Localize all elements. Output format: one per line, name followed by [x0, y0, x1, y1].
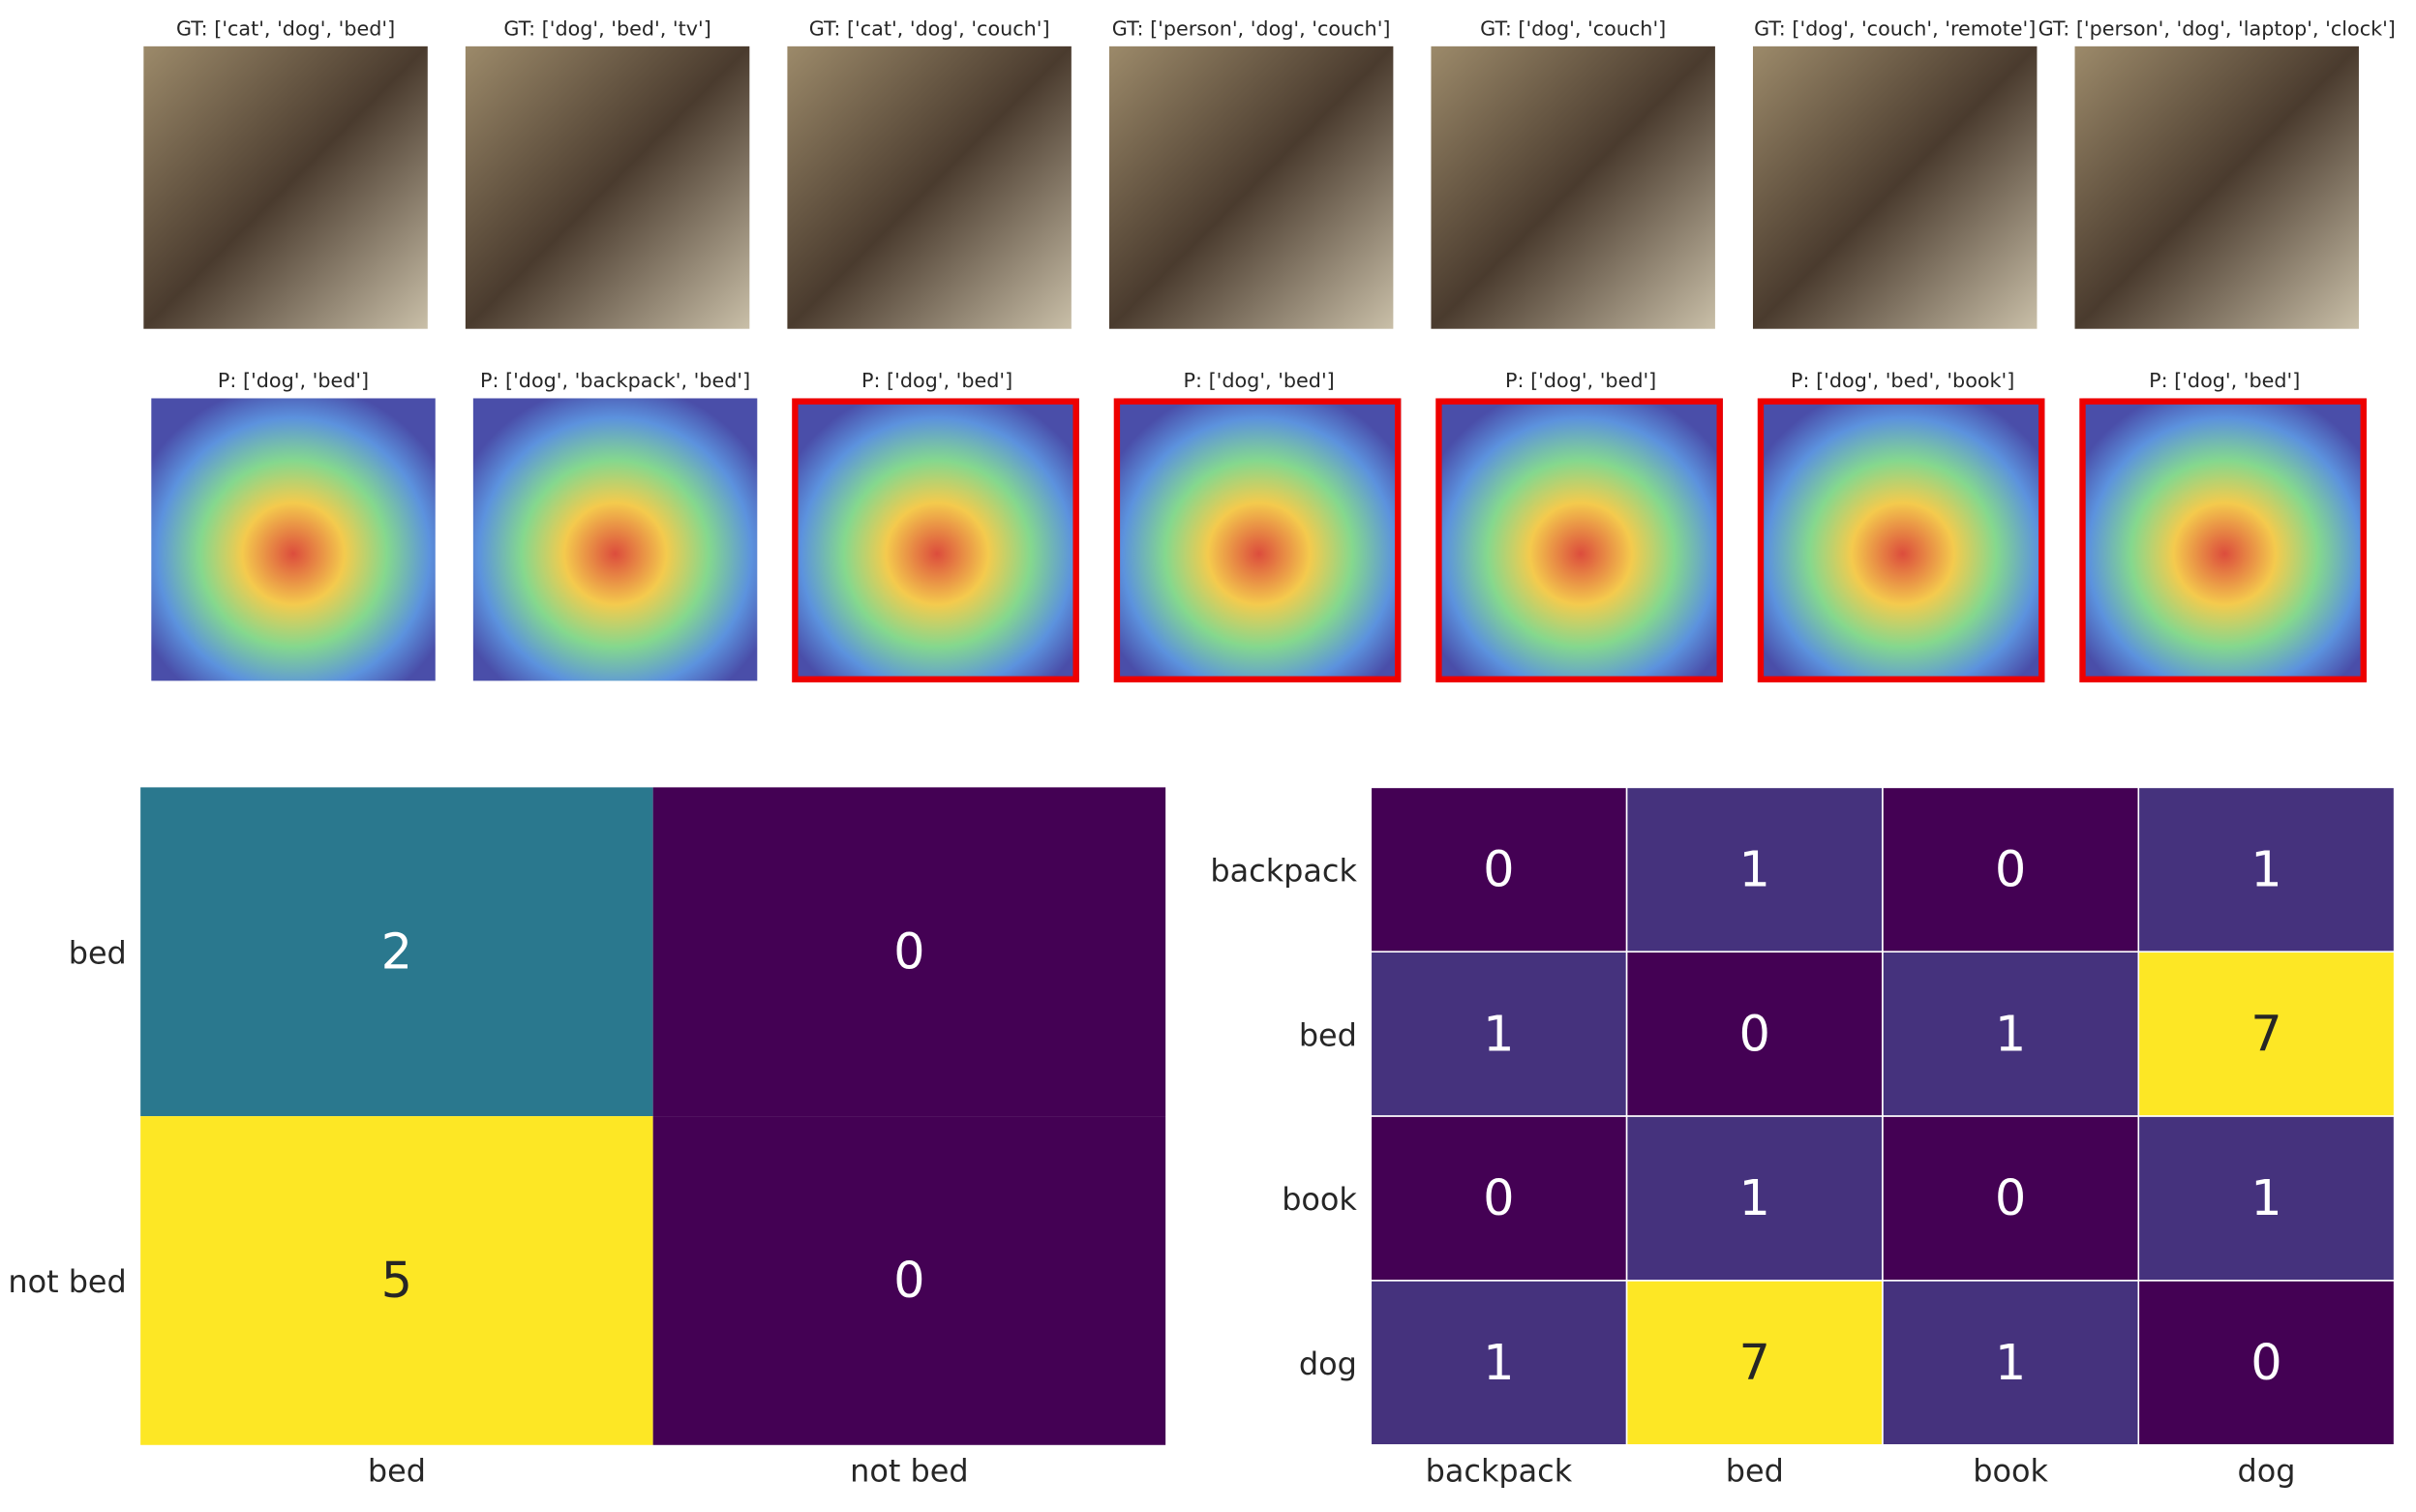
cell-label: 1 — [1995, 1335, 2026, 1392]
row-label: backpack — [1210, 852, 1357, 889]
heat-overlay — [1116, 398, 1402, 681]
gt-title: GT: ['cat', 'dog', 'bed'] — [176, 16, 395, 40]
row-label: book — [1282, 1181, 1357, 1218]
heat-overlay — [795, 398, 1079, 681]
row-label: dog — [1299, 1346, 1357, 1382]
column-label: backpack — [1426, 1452, 1573, 1489]
photo — [1752, 45, 2038, 329]
pred-title: P: ['dog', 'bed'] — [861, 369, 1012, 392]
gt-title: GT: ['dog', 'couch'] — [1480, 16, 1666, 40]
highlight-border — [1757, 398, 2045, 682]
heat-cell — [140, 787, 653, 1117]
heat-cell — [1882, 1280, 2140, 1446]
photo — [2074, 45, 2359, 329]
column-label: bed — [368, 1452, 426, 1489]
pred-title: P: ['dog', 'bed'] — [1505, 369, 1656, 392]
photo — [143, 45, 428, 329]
column-label: dog — [2237, 1452, 2295, 1489]
pred-title: P: ['dog', 'bed'] — [2149, 369, 2300, 392]
heat-cell — [1882, 786, 2140, 953]
cell-label: 7 — [2250, 1006, 2281, 1063]
cell-label: 0 — [2250, 1335, 2281, 1392]
cell-label: 0 — [1483, 841, 1514, 898]
heat-cell — [2137, 951, 2396, 1117]
heat-cell — [1625, 1115, 1884, 1282]
cell-label: 0 — [1995, 841, 2026, 898]
pred-title: P: ['dog', 'bed', 'book'] — [1791, 369, 2014, 392]
heat-cell — [1370, 1280, 1628, 1446]
heat-cell — [2137, 786, 2396, 953]
gt-title: GT: ['cat', 'dog', 'couch'] — [809, 16, 1050, 40]
heat-overlay — [151, 398, 436, 681]
cell-label: 1 — [2250, 841, 2281, 898]
row-label: bed — [1299, 1016, 1357, 1053]
cell-label: 1 — [1995, 1006, 2026, 1063]
heat-cell — [140, 1116, 653, 1445]
highlight-border — [2079, 398, 2367, 682]
heat-overlay — [1760, 398, 2045, 681]
heat-overlay — [1438, 398, 1723, 681]
cell-label: 1 — [1739, 841, 1770, 898]
cell-label: 1 — [1483, 1006, 1514, 1063]
gt-title: GT: ['person', 'dog', 'laptop', 'clock'] — [2038, 16, 2396, 40]
row-label: bed — [69, 934, 127, 971]
heat-cell — [1882, 1115, 2140, 1282]
heat-cell — [652, 1116, 1166, 1445]
cell-label: 1 — [1739, 1170, 1770, 1227]
column-label: bed — [1726, 1452, 1784, 1489]
highlight-border — [792, 398, 1079, 682]
cell-label: 1 — [2250, 1170, 2281, 1227]
photo — [465, 45, 750, 329]
heat-cell — [1625, 1280, 1884, 1446]
photo — [787, 45, 1072, 329]
pred-title: P: ['dog', 'backpack', 'bed'] — [480, 369, 750, 392]
cell-label: 5 — [381, 1253, 412, 1310]
image-panels: GT: ['cat', 'dog', 'bed'] P: ['dog', 'bed… — [143, 16, 2396, 682]
cell-label: 0 — [1483, 1170, 1514, 1227]
column-label: not bed — [850, 1452, 968, 1489]
pred-title: P: ['dog', 'bed'] — [1184, 369, 1335, 392]
heat-cell — [1625, 786, 1884, 953]
cell-label: 0 — [893, 1253, 924, 1310]
heat-cell — [1625, 951, 1884, 1117]
cell-label: 0 — [1995, 1170, 2026, 1227]
highlight-border — [1113, 398, 1402, 682]
heat-overlay — [2082, 398, 2367, 681]
cell-label: 7 — [1739, 1335, 1770, 1392]
highlight-border — [1435, 398, 1723, 682]
heat-cell — [1370, 1115, 1628, 1282]
heat-overlay — [472, 398, 758, 681]
photo — [1431, 45, 1715, 329]
heat-cell — [1882, 951, 2140, 1117]
heat-cell — [2137, 1280, 2396, 1446]
heatmaps: 2 0 5 0 bed not bed bed not bed 0 1 0 1 1 0 1 7 0 1 0 1 1 7 1 0… — [8, 786, 2396, 1489]
heat-cell — [1370, 951, 1628, 1117]
gt-title: GT: ['dog', 'bed', 'tv'] — [503, 16, 710, 40]
pred-title: P: ['dog', 'bed'] — [218, 369, 369, 392]
cell-label: 1 — [1483, 1335, 1514, 1392]
photo — [1108, 45, 1394, 329]
column-label: book — [1973, 1452, 2048, 1489]
cell-label: 0 — [1739, 1006, 1770, 1063]
row-label: not bed — [8, 1263, 126, 1300]
heat-cell — [2137, 1115, 2396, 1282]
gt-title: GT: ['person', 'dog', 'couch'] — [1112, 16, 1391, 40]
gt-title: GT: ['dog', 'couch', 'remote'] — [1754, 16, 2036, 40]
cell-label: 2 — [381, 923, 412, 981]
cell-label: 0 — [893, 923, 924, 981]
heat-cell — [652, 787, 1166, 1117]
